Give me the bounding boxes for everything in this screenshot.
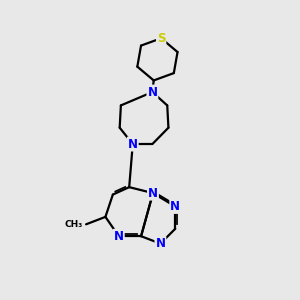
Text: S: S bbox=[157, 32, 165, 45]
Text: N: N bbox=[147, 85, 158, 98]
Text: N: N bbox=[128, 138, 138, 151]
Text: N: N bbox=[148, 187, 158, 200]
Text: N: N bbox=[170, 200, 180, 213]
Text: CH₃: CH₃ bbox=[65, 220, 83, 229]
Text: N: N bbox=[114, 230, 124, 243]
Text: N: N bbox=[155, 237, 165, 250]
